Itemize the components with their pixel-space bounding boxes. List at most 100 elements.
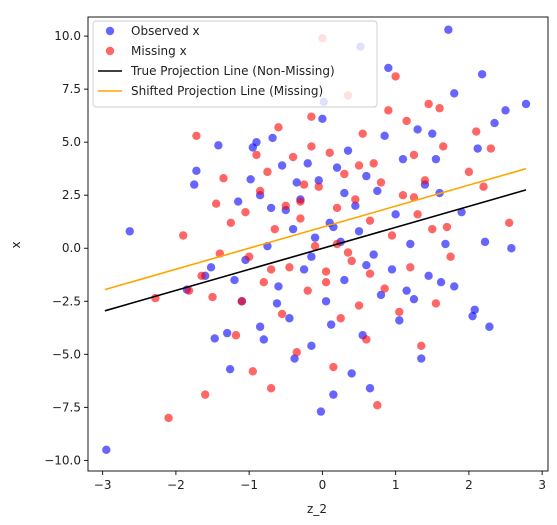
missing-point-27	[292, 348, 301, 357]
missing-point-61	[417, 341, 426, 351]
missing-point-81	[365, 269, 375, 278]
missing-point-63	[424, 99, 433, 109]
x-tick-label-3: 0	[319, 478, 327, 492]
missing-point-18	[259, 277, 268, 287]
observed-point-71	[441, 239, 450, 249]
observed-point-30	[303, 159, 312, 168]
observed-point-78	[477, 70, 487, 79]
missing-point-59	[409, 150, 419, 160]
missing-point-37	[329, 362, 338, 372]
missing-point-55	[395, 307, 404, 317]
missing-point-52	[384, 106, 393, 115]
observed-point-44	[343, 146, 353, 155]
observed-point-2	[190, 180, 199, 189]
missing-point-84	[343, 248, 353, 257]
x-tick-label-6: 3	[538, 478, 546, 492]
x-tick-label-4: 1	[392, 478, 400, 492]
observed-point-26	[288, 224, 298, 234]
missing-point-28	[296, 214, 305, 223]
observed-point-43	[340, 275, 349, 285]
missing-point-43	[351, 195, 360, 204]
missing-point-39	[336, 314, 345, 323]
observed-point-64	[417, 354, 426, 363]
missing-point-79	[321, 277, 331, 287]
missing-point-5	[197, 271, 206, 281]
missing-point-44	[354, 301, 364, 310]
observed-point-31	[307, 341, 316, 351]
observed-point-59	[395, 316, 404, 325]
observed-point-7	[210, 334, 219, 343]
observed-point-61	[406, 239, 415, 249]
missing-point-50	[376, 178, 386, 187]
observed-point-18	[259, 335, 268, 344]
missing-point-51	[380, 284, 389, 293]
missing-point-35	[321, 267, 331, 276]
missing-point-38	[332, 203, 342, 213]
missing-point-19	[263, 167, 272, 177]
observed-point-60	[398, 154, 408, 164]
legend-label-3: Shifted Projection Line (Missing)	[131, 84, 323, 98]
observed-point-81	[490, 118, 499, 128]
y-tick-label-4: 0.0	[62, 241, 81, 255]
missing-point-15	[248, 367, 258, 376]
missing-point-78	[354, 161, 364, 170]
observed-point-45	[347, 369, 356, 378]
legend-marker-0	[105, 26, 115, 36]
missing-point-45	[358, 129, 367, 138]
missing-point-46	[362, 335, 371, 344]
observed-point-85	[230, 275, 239, 285]
y-tick-label-1: −7.5	[52, 400, 81, 414]
missing-point-72	[479, 182, 488, 191]
missing-point-22	[274, 123, 283, 132]
missing-point-8	[211, 199, 221, 208]
observed-point-70	[436, 277, 446, 287]
observed-point-55	[380, 131, 389, 140]
observed-point-93	[307, 252, 316, 261]
observed-point-3	[192, 166, 201, 176]
x-tick-label-2: −1	[240, 478, 258, 492]
missing-point-40	[340, 169, 349, 179]
y-tick-label-2: −5.0	[52, 347, 81, 361]
missing-point-36	[325, 148, 334, 157]
missing-point-68	[442, 222, 452, 232]
observed-point-90	[402, 286, 411, 295]
missing-point-74	[504, 218, 514, 227]
missing-point-70	[464, 167, 474, 177]
observed-point-87	[340, 188, 349, 198]
missing-point-54	[391, 72, 400, 81]
observed-point-37	[321, 297, 331, 306]
missing-point-13	[237, 297, 247, 306]
observed-point-58	[391, 210, 400, 219]
y-tick-label-0: −10.0	[44, 453, 81, 467]
missing-point-48	[369, 159, 378, 168]
missing-point-24	[281, 201, 290, 211]
axes: −3 −2 −1 0 1 2 3 −10.0 −7.5 −5.0 −2.5 0.0 2.5 5.0 7.5 1…	[44, 16, 549, 492]
observed-point-6	[206, 263, 216, 272]
missing-point-57	[402, 116, 411, 126]
missing-point-49	[373, 401, 382, 410]
observed-point-21	[272, 299, 282, 308]
observed-point-27	[290, 354, 299, 363]
missing-point-60	[413, 210, 422, 219]
missing-point-29	[299, 180, 309, 189]
observed-point-77	[473, 144, 482, 153]
missing-point-14	[244, 252, 254, 261]
observed-point-76	[470, 305, 479, 314]
y-tick-label-7: 7.5	[62, 82, 81, 96]
missing-point-73	[486, 144, 496, 153]
missing-point-16	[252, 150, 261, 160]
missing-point-11	[226, 218, 236, 227]
x-tick-label-5: 2	[465, 478, 473, 492]
observed-point-56	[384, 63, 393, 73]
observed-point-94	[450, 282, 459, 291]
missing-point-53	[387, 231, 397, 240]
observed-point-32	[310, 233, 320, 242]
missing-point-62	[420, 176, 430, 185]
observed-point-1	[125, 227, 134, 236]
legend: Observed x Missing x True Projection Line …	[92, 20, 378, 108]
missing-point-71	[472, 127, 481, 136]
observed-point-52	[369, 250, 378, 259]
missing-point-47	[365, 216, 375, 225]
missing-point-66	[435, 104, 444, 113]
missing-point-64	[428, 224, 437, 234]
